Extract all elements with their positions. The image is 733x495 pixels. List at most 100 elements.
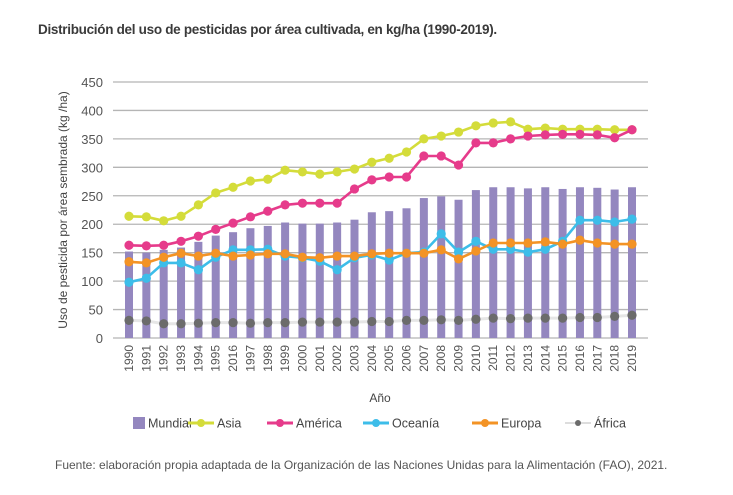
point-asia: [228, 182, 238, 192]
point-america: [401, 172, 412, 182]
point-europa: [436, 245, 446, 255]
point-africa: [332, 317, 342, 327]
point-asia: [367, 157, 377, 167]
legend-label: América: [296, 417, 342, 431]
bar-mundial: [523, 188, 532, 338]
y-tick-label: 100: [81, 274, 103, 289]
point-europa: [141, 258, 151, 268]
bar-mundial: [489, 187, 498, 338]
point-europa: [471, 246, 481, 256]
point-america: [124, 240, 134, 250]
point-europa: [592, 238, 602, 248]
point-asia: [245, 176, 256, 186]
point-asia: [488, 118, 498, 128]
point-oceania: [384, 255, 394, 265]
point-europa: [124, 257, 134, 267]
point-africa: [349, 317, 360, 327]
point-asia: [419, 134, 429, 144]
source-note: Fuente: elaboración propia adaptada de l…: [55, 458, 668, 472]
y-tick-label: 0: [96, 331, 103, 346]
x-tick-label: 2019: [625, 345, 639, 372]
point-america: [263, 206, 273, 216]
point-africa: [488, 313, 498, 323]
point-africa: [159, 319, 169, 329]
bar-mundial: [610, 189, 619, 338]
point-america: [558, 129, 568, 139]
point-africa: [575, 312, 585, 323]
x-tick-label: 2013: [521, 345, 535, 372]
y-tick-label: 450: [81, 75, 103, 90]
point-africa: [280, 318, 290, 328]
point-asia: [471, 121, 481, 131]
y-tick-label: 350: [81, 132, 103, 147]
point-europa: [228, 251, 238, 261]
point-america: [176, 236, 186, 246]
legend-marker: [575, 420, 581, 426]
y-tick-label: 200: [81, 217, 103, 232]
point-europa: [488, 238, 498, 248]
bar-mundial: [246, 228, 255, 338]
point-america: [523, 131, 533, 141]
point-oceania: [141, 273, 151, 283]
point-asia: [332, 167, 342, 177]
legend-label: África: [594, 416, 626, 431]
x-tick-label: 2012: [504, 345, 518, 372]
x-tick-label: 2006: [400, 345, 414, 372]
bar-mundial: [159, 249, 168, 338]
x-axis-ticks: 1990 1991 1992 1993 1994 1995 2016 1997 1998 1999…: [122, 345, 639, 372]
point-africa: [211, 318, 221, 328]
series-america: [124, 125, 637, 251]
y-tick-label: 400: [81, 103, 103, 118]
point-oceania: [453, 247, 464, 257]
point-oceania: [627, 214, 637, 224]
x-tick-label: 1998: [261, 345, 275, 372]
x-tick-label: 1992: [157, 345, 171, 372]
x-tick-label: 1994: [191, 345, 205, 372]
point-europa: [575, 235, 585, 245]
point-africa: [592, 312, 602, 323]
point-asia: [453, 127, 464, 137]
point-america: [575, 129, 585, 139]
bar-mundial: [541, 187, 550, 338]
point-america: [245, 212, 256, 222]
point-africa: [176, 319, 186, 329]
point-america: [488, 138, 498, 148]
point-asia: [349, 164, 360, 174]
point-europa: [419, 248, 429, 258]
bar-mundial: [367, 212, 376, 338]
bar-mundial: [142, 252, 151, 338]
point-america: [211, 224, 221, 234]
legend-swatch: [133, 417, 145, 429]
x-tick-label: 2016: [573, 345, 587, 372]
bar-mundial: [558, 188, 567, 338]
point-africa: [141, 316, 151, 326]
point-america: [592, 130, 602, 140]
point-asia: [159, 216, 169, 226]
point-oceania: [332, 265, 342, 275]
x-tick-label: 2001: [313, 345, 327, 372]
point-asia: [263, 174, 273, 184]
point-asia: [610, 125, 620, 135]
point-asia: [523, 124, 533, 134]
x-tick-label: 2010: [469, 345, 483, 372]
x-tick-label: 2015: [556, 345, 570, 372]
bar-mundial: [593, 187, 602, 338]
series-africa: [124, 310, 637, 329]
bar-mundial: [628, 187, 636, 338]
point-america: [505, 134, 516, 144]
point-asia: [436, 131, 446, 141]
legend-marker: [372, 419, 380, 427]
legend-label: Oceanía: [392, 417, 439, 431]
point-oceania: [471, 236, 481, 246]
point-africa: [315, 317, 325, 327]
point-europa: [349, 251, 360, 261]
point-europa: [627, 239, 637, 249]
point-europa: [245, 250, 256, 260]
point-europa: [367, 249, 377, 259]
point-oceania: [610, 217, 620, 227]
point-europa: [297, 252, 308, 262]
x-tick-label: 2005: [382, 345, 396, 372]
point-oceania: [540, 244, 550, 254]
bar-mundial: [333, 222, 342, 338]
